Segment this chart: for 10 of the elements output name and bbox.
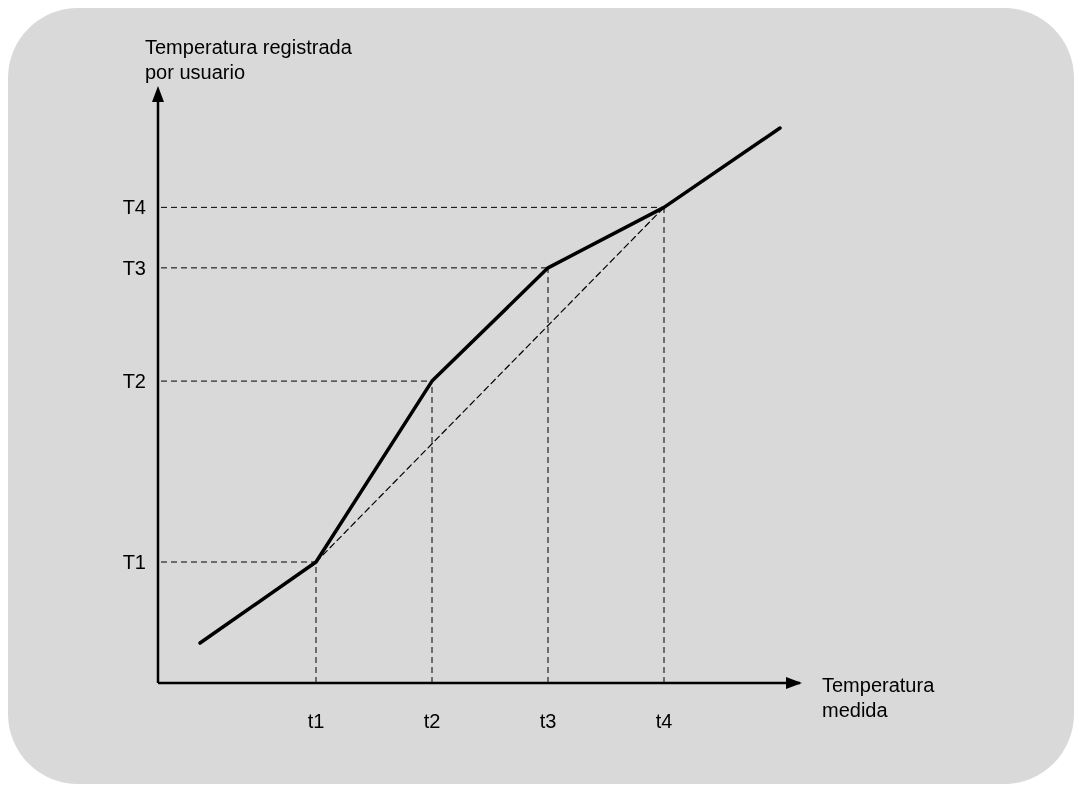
x-axis-title: Temperatura medida bbox=[822, 674, 936, 721]
x-tick-label: t3 bbox=[539, 710, 557, 732]
ref-line-label: T3 bbox=[122, 256, 146, 279]
y-axis-title: Temperatura registrada por usuario bbox=[145, 36, 353, 83]
ref-line-label: T4 bbox=[122, 196, 146, 219]
x-tick-label: t4 bbox=[655, 710, 673, 732]
ref-line-label: T1 bbox=[122, 551, 146, 574]
x-tick-label: t2 bbox=[423, 710, 441, 732]
x-tick-label: t1 bbox=[307, 710, 325, 732]
ref-line-label: T2 bbox=[122, 370, 146, 393]
